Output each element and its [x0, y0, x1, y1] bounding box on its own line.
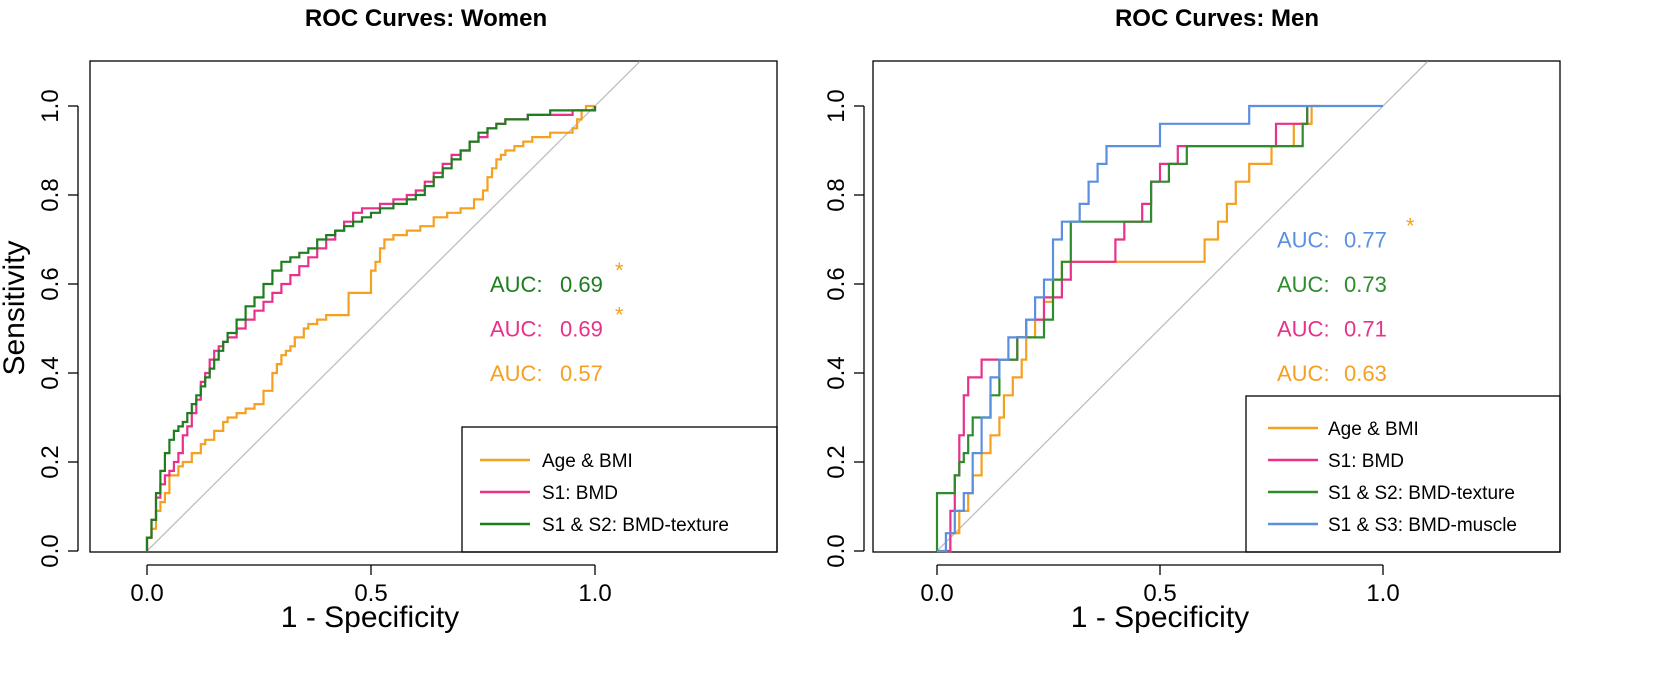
- x-tick-label: 0.0: [920, 580, 953, 607]
- y-tick-label: 0.0: [37, 534, 64, 567]
- roc-curve-s1-s2-bmd-texture: [145, 106, 597, 551]
- auc-value: 0.73: [1344, 272, 1387, 297]
- y-tick-label: 0.6: [823, 267, 850, 300]
- plot-frame: [872, 60, 1561, 553]
- legend-box: [1245, 395, 1561, 553]
- x-tick-label: 0.5: [1143, 580, 1176, 607]
- roc-panel-women: ROC Curves: Women 1 - Specificity Sensit…: [0, 5, 778, 634]
- auc-prefix: AUC:: [490, 317, 543, 342]
- roc-curve-age-bmi: [945, 104, 1321, 553]
- roc-curve-s1-bmd: [945, 106, 1309, 553]
- legend-label: S1 & S2: BMD-texture: [1328, 483, 1515, 504]
- significance-star: *: [615, 258, 624, 283]
- chart-title: ROC Curves: Women: [305, 5, 547, 32]
- significance-star: *: [615, 303, 624, 328]
- plot-area: [145, 61, 641, 552]
- roc-curve-s1-s3-bmd-muscle: [937, 104, 1383, 553]
- legend-label: Age & BMI: [1328, 419, 1419, 440]
- legend-label: S1: BMD: [542, 483, 618, 504]
- y-axis-label: Sensitivity: [0, 240, 31, 375]
- chart-title: ROC Curves: Men: [1115, 5, 1319, 32]
- legend-label: S1 & S3: BMD-muscle: [1328, 515, 1517, 536]
- legend-box: [461, 426, 778, 553]
- legend-label: Age & BMI: [542, 451, 633, 472]
- y-tick-label: 1.0: [37, 89, 64, 122]
- auc-value: 0.63: [1344, 361, 1387, 386]
- plot-frame: [89, 60, 778, 553]
- x-tick-label: 0.0: [130, 580, 163, 607]
- y-tick-label: 0.2: [823, 445, 850, 478]
- axis-ticks: 0.0 0.5 1.0 0.0 0.2 0.4 0.6 0.8 1.0: [37, 89, 612, 607]
- auc-prefix: AUC:: [490, 361, 543, 386]
- roc-curve-s1-s2-bmd-texture: [935, 106, 1309, 551]
- auc-value: 0.77: [1344, 228, 1387, 253]
- auc-value: 0.71: [1344, 317, 1387, 342]
- x-tick-label: 0.5: [354, 580, 387, 607]
- auc-prefix: AUC:: [490, 272, 543, 297]
- auc-annotations: AUC: 0.77 * AUC: 0.73 AUC: 0.71 AUC: 0.63: [1277, 214, 1415, 387]
- auc-prefix: AUC:: [1277, 272, 1330, 297]
- x-axis-label: 1 - Specificity: [1071, 601, 1249, 634]
- x-tick-label: 1.0: [1366, 580, 1399, 607]
- reference-diagonal: [146, 61, 641, 552]
- reference-diagonal: [936, 61, 1429, 552]
- plot-area: [935, 61, 1429, 553]
- auc-value: 0.69: [560, 272, 603, 297]
- x-tick-label: 1.0: [578, 580, 611, 607]
- y-tick-label: 0.8: [37, 178, 64, 211]
- y-tick-label: 0.2: [37, 445, 64, 478]
- legend-items: Age & BMI S1: BMD S1 & S2: BMD-texture S1 &…: [1268, 419, 1517, 536]
- y-tick-label: 0.4: [37, 356, 64, 389]
- roc-curve-age-bmi: [145, 104, 595, 551]
- legend-label: S1: BMD: [1328, 451, 1404, 472]
- y-tick-label: 1.0: [823, 89, 850, 122]
- y-tick-label: 0.4: [823, 356, 850, 389]
- roc-panel-men: ROC Curves: Men 1 - Specificity 0.0 0.5 1.…: [823, 5, 1561, 634]
- significance-star: *: [1406, 214, 1415, 239]
- legend-label: S1 & S2: BMD-texture: [542, 515, 729, 536]
- legend: Age & BMI S1: BMD S1 & S2: BMD-texture S1 &…: [1245, 395, 1561, 553]
- legend: Age & BMI S1: BMD S1 & S2: BMD-texture: [461, 426, 778, 553]
- y-tick-label: 0.8: [823, 178, 850, 211]
- auc-value: 0.57: [560, 361, 603, 386]
- auc-prefix: AUC:: [1277, 317, 1330, 342]
- auc-prefix: AUC:: [1277, 228, 1330, 253]
- x-axis-label: 1 - Specificity: [281, 601, 459, 634]
- legend-items: Age & BMI S1: BMD S1 & S2: BMD-texture: [480, 451, 729, 536]
- y-tick-label: 0.6: [37, 267, 64, 300]
- axis-ticks: 0.0 0.5 1.0 0.0 0.2 0.4 0.6 0.8 1.0: [823, 89, 1400, 607]
- auc-annotations: AUC: 0.69 * AUC: 0.69 * AUC: 0.57: [490, 258, 624, 386]
- auc-prefix: AUC:: [1277, 361, 1330, 386]
- auc-value: 0.69: [560, 317, 603, 342]
- y-tick-label: 0.0: [823, 534, 850, 567]
